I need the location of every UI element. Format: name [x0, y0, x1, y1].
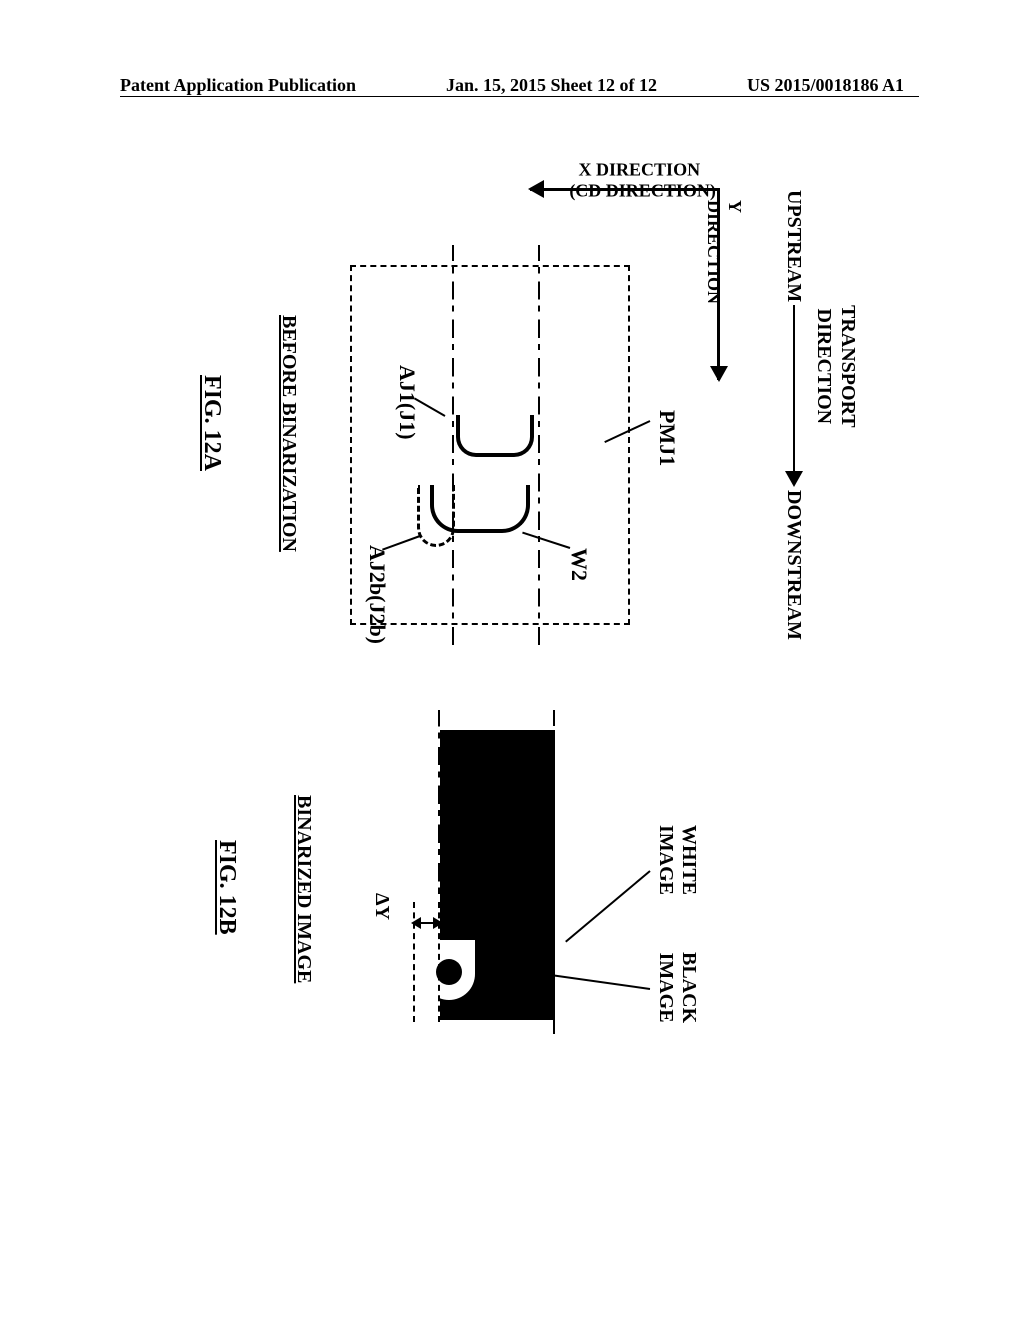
left-diagram: PMJ1 W2 AJ1(J1) AJ2b(J2b) BEFORE BINARIZ…: [290, 265, 630, 625]
black-image-label: BLACK IMAGE: [654, 952, 700, 1023]
dash-inner: [417, 485, 455, 547]
downstream-label: DOWNSTREAM: [782, 490, 805, 640]
dy-arrow: [413, 922, 441, 924]
label-pmj1: PMJ1: [654, 410, 680, 466]
before-caption: BEFORE BINARIZATION: [277, 315, 300, 552]
header-center: Jan. 15, 2015 Sheet 12 of 12: [446, 75, 657, 96]
header-left: Patent Application Publication: [120, 75, 356, 96]
x-direction-label: X DIRECTION (CD DIRECTION): [569, 159, 709, 200]
label-w2: W2: [566, 548, 592, 581]
upstream-label: UPSTREAM: [782, 190, 805, 302]
y-arrow: [717, 190, 720, 380]
header-right: US 2015/0018186 A1: [747, 75, 904, 96]
fig-12a-label: FIG. 12A: [198, 375, 225, 471]
transport-label: TRANSPORT DIRECTION: [812, 305, 860, 428]
y-direction-label: Y DIRECTION: [703, 200, 745, 304]
transport-arrow: [793, 305, 795, 485]
label-aj2b: AJ2b(J2b): [364, 545, 390, 644]
header-border: [120, 96, 919, 97]
figure-area: TRANSPORT DIRECTION UPSTREAM DOWNSTREAM …: [100, 235, 920, 1025]
fig-12b-label: FIG. 12B: [213, 840, 240, 935]
label-aj1: AJ1(J1): [394, 365, 420, 440]
binarized-caption: BINARIZED IMAGE: [292, 795, 315, 983]
white-leader: [565, 870, 651, 942]
right-diagram: ΔY WHITE IMAGE BLACK IMAGE BINARIZED IMA…: [295, 730, 645, 1070]
dy-label: ΔY: [370, 893, 393, 920]
white-image-label: WHITE IMAGE: [654, 825, 700, 895]
header-row: Patent Application Publication Jan. 15, …: [0, 75, 1024, 96]
u-shape-aj1: [456, 415, 534, 457]
